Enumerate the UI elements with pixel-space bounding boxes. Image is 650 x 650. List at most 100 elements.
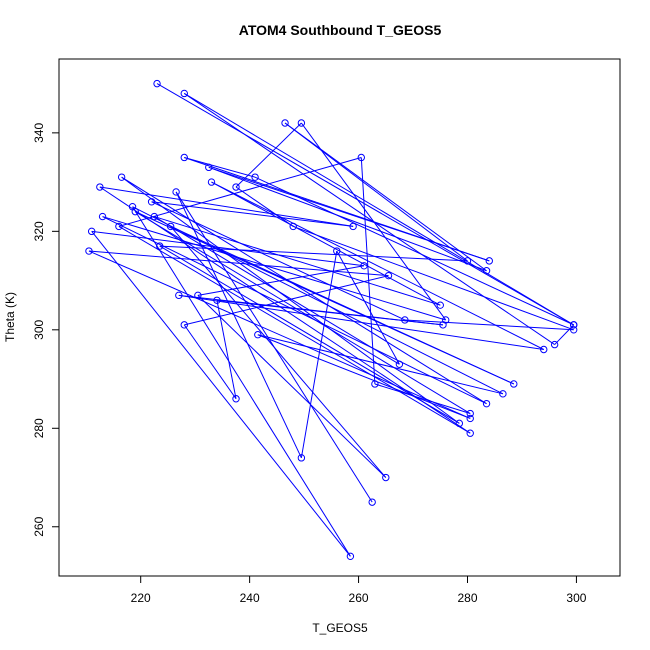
series-segment bbox=[151, 201, 406, 321]
data-point bbox=[232, 395, 240, 403]
data-point bbox=[172, 188, 180, 196]
data-point bbox=[349, 222, 357, 231]
series-segment bbox=[99, 186, 354, 227]
data-point bbox=[175, 291, 183, 300]
series-segment bbox=[183, 324, 237, 400]
data-point bbox=[153, 79, 161, 88]
data-point bbox=[194, 291, 202, 300]
series-segment bbox=[374, 383, 471, 414]
data-point bbox=[466, 429, 474, 437]
data-point bbox=[156, 242, 164, 250]
y-axis: 260 280 300 320 340 bbox=[32, 123, 59, 537]
data-point bbox=[346, 552, 355, 561]
series-segment bbox=[91, 230, 365, 267]
data-point bbox=[147, 198, 156, 206]
data-point bbox=[166, 222, 175, 231]
series-segment bbox=[132, 206, 351, 557]
series-segment bbox=[284, 122, 468, 262]
series-segment bbox=[178, 294, 444, 326]
x-axis-label: T_GEOS5 bbox=[312, 621, 368, 635]
y-tick-label: 320 bbox=[32, 221, 46, 241]
y-tick-label: 260 bbox=[32, 516, 46, 536]
series-segment bbox=[257, 334, 504, 395]
series-segment bbox=[235, 122, 302, 188]
data-point bbox=[510, 380, 518, 388]
data-point bbox=[357, 153, 365, 162]
series-segment bbox=[121, 176, 460, 424]
y-tick-label: 280 bbox=[32, 418, 46, 438]
data-point bbox=[540, 345, 548, 354]
series-segment bbox=[183, 93, 555, 345]
data-point bbox=[463, 257, 472, 265]
data-point bbox=[297, 454, 306, 462]
data-point bbox=[281, 119, 289, 127]
series-segment bbox=[159, 245, 460, 424]
data-point bbox=[115, 222, 123, 231]
series-segment bbox=[118, 156, 362, 227]
series-segment bbox=[154, 216, 400, 365]
data-point bbox=[297, 119, 306, 127]
data-point bbox=[251, 173, 259, 181]
data-point bbox=[289, 222, 297, 231]
y-axis-label: Theta (K) bbox=[3, 292, 17, 342]
series-segment bbox=[159, 245, 468, 262]
x-tick-label: 300 bbox=[566, 591, 586, 605]
data-point bbox=[482, 399, 491, 408]
chart-title: ATOM4 Southbound T_GEOS5 bbox=[239, 22, 442, 38]
series-segment bbox=[360, 157, 376, 385]
series-segment bbox=[208, 166, 490, 262]
series-segment bbox=[121, 176, 487, 405]
y-tick-label: 340 bbox=[32, 123, 46, 143]
data-point bbox=[466, 409, 474, 418]
series-segment bbox=[175, 191, 302, 459]
series-segment bbox=[208, 166, 487, 272]
series-segment bbox=[197, 294, 387, 478]
data-point bbox=[85, 247, 93, 255]
data-point bbox=[439, 321, 447, 329]
data-point bbox=[150, 212, 159, 221]
series-points bbox=[85, 79, 578, 561]
data-point bbox=[232, 183, 240, 191]
plot-frame bbox=[58, 58, 621, 577]
series-segment bbox=[118, 225, 471, 434]
series-segment bbox=[175, 191, 373, 503]
data-point bbox=[482, 267, 491, 275]
data-point bbox=[205, 163, 213, 172]
data-point bbox=[360, 262, 368, 270]
data-point bbox=[333, 247, 341, 255]
data-point bbox=[180, 89, 188, 98]
data-point bbox=[254, 331, 262, 339]
data-point bbox=[371, 380, 379, 388]
series-segment bbox=[404, 319, 574, 331]
data-point bbox=[96, 183, 104, 191]
data-point bbox=[87, 227, 96, 236]
series-segment bbox=[300, 122, 447, 321]
series-segment bbox=[216, 300, 237, 399]
y-tick-label: 300 bbox=[32, 319, 46, 339]
series-segment bbox=[88, 250, 389, 277]
data-point bbox=[98, 212, 107, 221]
data-point bbox=[128, 203, 137, 211]
data-point bbox=[570, 326, 578, 334]
series-segment bbox=[154, 216, 441, 306]
data-point bbox=[550, 340, 559, 349]
series-lines bbox=[88, 83, 575, 557]
x-tick-label: 240 bbox=[240, 591, 260, 605]
series-segment bbox=[293, 225, 574, 331]
series-segment bbox=[88, 250, 471, 419]
series-segment bbox=[132, 206, 504, 395]
x-axis: 220 240 260 280 300 bbox=[131, 576, 587, 605]
data-point bbox=[382, 473, 390, 482]
series-segment bbox=[184, 156, 256, 178]
series-segment bbox=[184, 93, 574, 326]
data-point bbox=[570, 321, 578, 329]
series-segment bbox=[178, 294, 544, 350]
x-tick-label: 220 bbox=[131, 591, 151, 605]
series-segment bbox=[284, 122, 487, 272]
series-segment bbox=[257, 334, 471, 419]
series-segment bbox=[235, 186, 294, 227]
series-segment bbox=[300, 250, 338, 458]
data-point bbox=[117, 173, 126, 181]
data-point bbox=[466, 414, 474, 423]
